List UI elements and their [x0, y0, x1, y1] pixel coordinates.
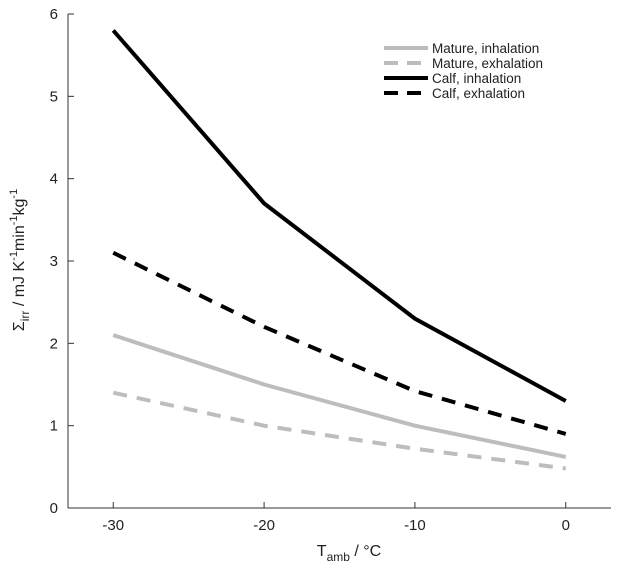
x-axis-title: Tamb / °C	[317, 543, 381, 564]
legend-label-2: Mature, exhalation	[432, 56, 543, 71]
x-tick-label: 0	[562, 517, 570, 534]
y-tick-label: 4	[50, 171, 58, 188]
series-line-3	[111, 29, 567, 403]
y-tick-label: 1	[50, 418, 58, 435]
y-axis-title: Σirr / mJ K-1min-1kg-1	[8, 189, 32, 331]
y-tick-label: 6	[50, 6, 58, 23]
y-tick-label: 5	[50, 88, 58, 105]
x-tick-label: -20	[253, 517, 275, 534]
series-line-2	[112, 390, 567, 471]
y-tick-label: 0	[50, 500, 58, 517]
x-tick-label: -10	[404, 517, 426, 534]
series-layer	[111, 29, 567, 471]
y-tick-label: 3	[50, 253, 58, 270]
legend-label-1: Mature, inhalation	[432, 41, 539, 56]
axes-layer: -30 -20 -10 0 0 1 2 3 4 5 6	[50, 6, 611, 534]
y-tick-label: 2	[50, 335, 58, 352]
legend-label-3: Calf, inhalation	[432, 71, 521, 86]
x-tick-label: -30	[102, 517, 124, 534]
legend-label-4: Calf, exhalation	[432, 86, 525, 101]
series-line-1	[112, 333, 567, 459]
series-line-4	[112, 250, 567, 436]
